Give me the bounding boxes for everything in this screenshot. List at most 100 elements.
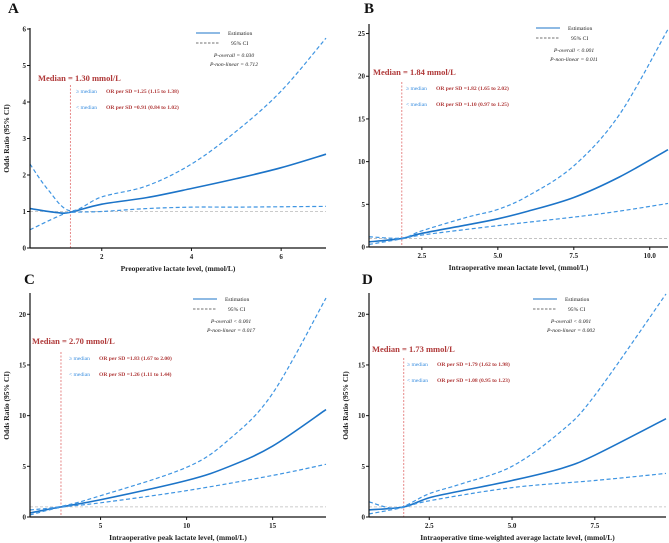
y-tick-label: 4 — [23, 99, 27, 107]
ci-upper-curve — [368, 293, 667, 509]
y-tick-label: 6 — [23, 26, 27, 34]
lt-median-or: OR per SD =1.08 (0.95 to 1.23) — [437, 377, 510, 384]
x-tick-label: 7.5 — [569, 252, 578, 260]
p-overall: P-overall = 0.030 — [213, 53, 254, 59]
ge-median-or: OR per SD =1.82 (1.65 to 2.02) — [436, 85, 509, 92]
y-tick-label: 2 — [23, 172, 27, 180]
panel-letter: C — [24, 272, 35, 288]
ci-upper-curve — [368, 28, 669, 239]
lt-median-or: OR per SD =0.91 (0.84 to 1.02) — [106, 104, 179, 111]
y-tick-label: 3 — [23, 135, 27, 143]
median-label: Median = 1.73 mmol/L — [372, 344, 455, 354]
y-tick-label: 10 — [358, 412, 366, 420]
x-tick-label: 7.5 — [590, 522, 599, 530]
p-overall: P-overall < 0.001 — [210, 319, 251, 325]
y-tick-label: 20 — [19, 311, 27, 319]
y-tick-label: 0 — [23, 245, 27, 253]
x-tick-label: 5.0 — [493, 252, 502, 260]
p-non-linear: P-non-linear = 0.017 — [206, 328, 255, 334]
ge-median-or: OR per SD =1.83 (1.67 to 2.00) — [99, 355, 172, 362]
legend-estimation-label: Estimation — [228, 31, 252, 37]
estimation-curve — [368, 417, 667, 511]
median-label: Median = 1.30 mmol/L — [38, 73, 121, 83]
panel-letter: D — [362, 272, 373, 288]
p-non-linear: P-non-linear = 0.002 — [546, 328, 595, 334]
x-tick-label: 10 — [183, 522, 191, 530]
p-overall: P-overall < 0.001 — [553, 48, 594, 54]
panel-d: D 0 5 10 15 20 2.5 5.0 7.5 Intraoperative time-we… — [341, 272, 667, 542]
panel-b: B 0 5 10 15 20 25 2.5 5.0 7.5 10.0 Intraoperative m… — [358, 1, 669, 272]
legend-ci-label: 95% CI — [571, 36, 588, 42]
lt-median-label: < median — [406, 102, 427, 108]
y-axis-label: Odds Ratio (95% CI) — [2, 371, 11, 440]
y-tick-label: 5 — [362, 201, 366, 209]
ge-median-or: OR per SD =1.79 (1.62 to 1.98) — [437, 361, 510, 368]
x-axis-label: Intraoperative time-weighted average lac… — [420, 533, 615, 542]
y-tick-label: 25 — [358, 30, 366, 38]
y-tick-label: 5 — [362, 463, 366, 471]
x-tick-label: 6 — [279, 253, 283, 261]
y-tick-label: 0 — [23, 514, 27, 522]
lt-median-label: < median — [69, 372, 90, 378]
x-tick-label: 2 — [100, 253, 104, 261]
legend-estimation-label: Estimation — [565, 297, 589, 303]
ci-lower-curve — [29, 205, 327, 231]
lt-median-or: OR per SD =1.10 (0.97 to 1.25) — [436, 101, 509, 108]
estimation-curve — [29, 153, 327, 214]
x-axis-label: Intraoperative mean lactate level, (mmol… — [449, 263, 589, 272]
estimation-curve — [368, 148, 669, 243]
x-tick-label: 2.5 — [417, 252, 426, 260]
ge-median-or: OR per SD =1.25 (1.15 to 1.38) — [106, 88, 179, 95]
legend-estimation-label: Estimation — [225, 297, 249, 303]
panel-a: A 0 1 2 3 4 5 6 2 4 6 Preoperative lactate level, (… — [2, 1, 327, 273]
x-tick-label: 4 — [190, 253, 194, 261]
y-tick-label: 15 — [19, 361, 27, 369]
y-tick-label: 20 — [358, 73, 366, 81]
y-tick-label: 0 — [362, 244, 366, 252]
y-tick-label: 15 — [358, 115, 366, 123]
y-axis-label: Odds Ratio (95% CI) — [341, 371, 350, 440]
estimation-curve — [29, 408, 327, 514]
y-tick-label: 0 — [362, 514, 366, 522]
ci-upper-curve — [29, 37, 327, 212]
legend-ci-label: 95% CI — [231, 41, 248, 47]
ge-median-label: ≥ median — [69, 356, 90, 362]
x-tick-label: 10.0 — [644, 252, 657, 260]
x-axis-label: Intraoperative peak lactate level, (mmol… — [109, 533, 247, 542]
y-tick-label: 20 — [358, 311, 366, 319]
p-non-linear: P-non-linear = 0.011 — [549, 57, 598, 63]
ge-median-label: ≥ median — [76, 89, 97, 95]
panel-letter: B — [364, 1, 374, 17]
y-tick-label: 1 — [23, 208, 27, 216]
ge-median-label: ≥ median — [406, 86, 427, 92]
y-tick-label: 15 — [358, 361, 366, 369]
x-axis-label: Preoperative lactate level, (mmol/L) — [121, 264, 236, 273]
lt-median-or: OR per SD =1.26 (1.11 to 1.44) — [99, 371, 172, 378]
ci-lower-curve — [29, 463, 327, 516]
panel-c: C 0 5 10 15 20 5 10 15 Intraoperative peak lactat… — [2, 272, 327, 542]
y-tick-label: 5 — [23, 62, 27, 70]
y-tick-label: 10 — [358, 158, 366, 166]
p-overall: P-overall < 0.001 — [550, 319, 591, 325]
ci-upper-curve — [29, 297, 327, 511]
p-non-linear: P-non-linear = 0.712 — [209, 62, 258, 68]
ci-lower-curve — [368, 202, 669, 246]
legend-estimation-label: Estimation — [568, 26, 592, 32]
legend-ci-label: 95% CI — [228, 307, 245, 313]
ci-lower-curve — [368, 472, 667, 515]
legend-ci-label: 95% CI — [568, 307, 585, 313]
x-tick-label: 15 — [269, 522, 277, 530]
lt-median-label: < median — [76, 105, 97, 111]
x-tick-label: 5.0 — [508, 522, 517, 530]
y-tick-label: 10 — [19, 412, 27, 420]
median-label: Median = 1.84 mmol/L — [373, 67, 456, 77]
median-label: Median = 2.70 mmol/L — [32, 336, 115, 346]
x-tick-label: 2.5 — [425, 522, 434, 530]
y-tick-label: 5 — [23, 463, 27, 471]
panel-letter: A — [8, 1, 19, 17]
lt-median-label: < median — [407, 378, 428, 384]
ge-median-label: ≥ median — [407, 362, 428, 368]
x-tick-label: 5 — [99, 522, 103, 530]
y-axis-label: Odds Ratio (95% CI) — [2, 104, 11, 173]
